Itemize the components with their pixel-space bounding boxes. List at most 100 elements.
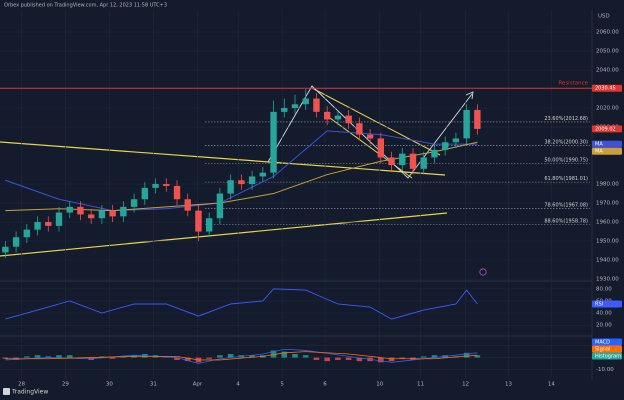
x-tick-label: 5 [280, 382, 284, 388]
trend-line [329, 117, 413, 179]
candle-body [313, 98, 320, 112]
y-tick-label: 2040.00 [596, 68, 619, 74]
ma-legend-box [592, 147, 622, 155]
branding: TradingView [11, 389, 48, 396]
histogram-bar [324, 357, 330, 362]
y-tick-label: 1980.00 [596, 182, 619, 188]
candle-body [130, 199, 138, 207]
candle-body [291, 104, 299, 109]
histogram-bar [249, 355, 255, 358]
arrow-head [465, 91, 474, 100]
fib-label: 38.20%(2000.30) [544, 139, 588, 145]
candle-body [87, 214, 95, 219]
resistance-label: Resistance [558, 81, 588, 87]
last-price-label: 2009.02 [595, 126, 616, 132]
last-price-box [592, 125, 622, 133]
candle-body [66, 206, 73, 213]
histogram-bar [463, 352, 470, 358]
histogram-bar [399, 357, 406, 359]
candle-body [173, 185, 181, 200]
y-tick-label: 1940.00 [596, 258, 619, 264]
fib-label: 23.60%(2012.68) [544, 116, 588, 122]
histogram-bar [66, 355, 73, 358]
macd-legend-box [592, 345, 622, 353]
candle-body [377, 138, 385, 158]
candle-body [366, 134, 374, 139]
macd-legend-box [592, 338, 622, 346]
candle-body [409, 153, 417, 169]
fib-label: 88.60%(1958.78) [544, 218, 588, 224]
candle-body [227, 180, 234, 194]
y-tick-label: 1930.00 [596, 277, 619, 283]
x-tick-label: 30 [106, 382, 113, 388]
candle-body [248, 176, 256, 185]
candle-body [474, 109, 481, 129]
x-tick-label: 11 [417, 382, 424, 388]
currency: USD [598, 14, 610, 20]
x-tick-label: 12 [462, 382, 469, 388]
moving-average [5, 141, 478, 212]
candle-body [281, 108, 288, 112]
x-tick-label: 4 [236, 382, 240, 388]
histogram-bar [388, 357, 395, 362]
ma-legend-label: MA [595, 149, 603, 155]
candle-body [195, 210, 202, 232]
candle-body [109, 210, 116, 217]
x-tick-label: 6 [323, 382, 327, 388]
rsi-legend-box [592, 300, 622, 308]
candle-body [2, 246, 9, 253]
histogram-bar [378, 357, 384, 363]
event-icon[interactable] [479, 268, 487, 276]
candle-body [441, 142, 449, 150]
histogram-bar [302, 355, 309, 358]
candle-body [356, 123, 363, 135]
resistance-price-box [592, 84, 622, 92]
y-tick-label: 40.00 [596, 311, 612, 317]
ma-legend-box [592, 140, 622, 148]
branding-logo [3, 388, 10, 395]
candle-body [259, 172, 267, 177]
candle-body [77, 206, 84, 215]
histogram-legend-box [592, 352, 622, 360]
y-tick-label: -10.00 [596, 367, 614, 373]
histogram-bar [2, 357, 9, 359]
y-tick-label: 1960.00 [596, 220, 619, 226]
histogram-bar [270, 350, 277, 358]
histogram-bar [34, 355, 41, 358]
candle-body [34, 222, 41, 230]
candle-body [205, 218, 213, 232]
x-tick-label: 28 [18, 382, 25, 388]
candle-body [23, 229, 31, 238]
candle-body [463, 109, 470, 139]
candle-body [238, 180, 245, 185]
histogram-bar [345, 357, 352, 360]
histogram-bar [56, 355, 62, 358]
drawings [0, 85, 487, 276]
histogram-bar [184, 357, 191, 362]
y-tick-label: 2060.00 [596, 30, 619, 36]
candle-body [452, 138, 460, 143]
candle-body [45, 222, 52, 226]
histogram-bar [24, 356, 30, 358]
candle-body [345, 115, 352, 124]
fib-label: 50.00%(1990.75) [544, 158, 588, 164]
trend-line [0, 141, 446, 176]
candle-body [420, 157, 427, 169]
x-tick-label: 14 [548, 382, 555, 388]
candle-body [216, 193, 224, 219]
candle-body [334, 115, 342, 120]
rsi-legend-label: RSI [595, 301, 603, 307]
histogram-bar [281, 351, 288, 358]
candle-body [120, 206, 127, 217]
candle-body [388, 157, 395, 166]
candle-body [163, 184, 170, 186]
candle-body [270, 111, 277, 173]
histogram-bar [217, 355, 223, 358]
y-tick-label: 1950.00 [596, 239, 619, 245]
histogram-bar [227, 354, 234, 358]
candle-body [12, 237, 20, 247]
histogram-bar [206, 357, 212, 359]
candle-body [323, 111, 331, 120]
histogram-legend-label: Histogram [595, 354, 621, 360]
